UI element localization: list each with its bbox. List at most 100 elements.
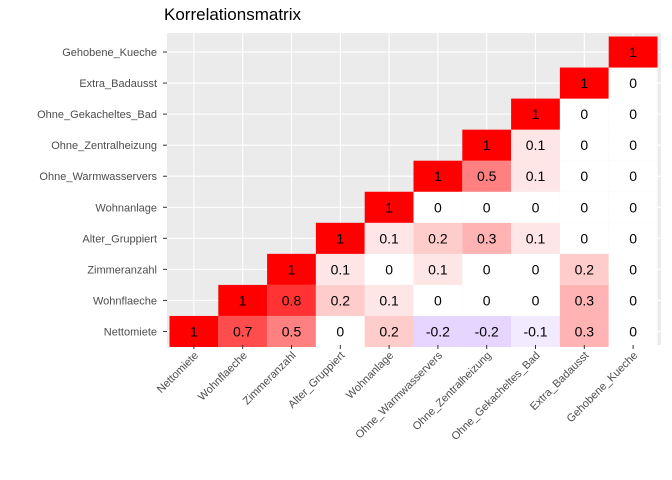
heatmap-cell: 1 xyxy=(559,67,609,99)
cell-fill xyxy=(413,253,463,285)
cell-value-label: 0 xyxy=(434,199,442,215)
y-axis-ticks: Nettomiete Wohnflaeche Zimmeranzahl Alter_G… xyxy=(37,47,167,338)
cell-value-label: 0.1 xyxy=(526,230,546,246)
cell-fill xyxy=(511,253,560,285)
cell-fill xyxy=(559,98,609,130)
cell-fill xyxy=(413,222,463,254)
cell-fill xyxy=(511,160,560,192)
heatmap-cell: 0 xyxy=(608,315,658,347)
y-tick-label: Nettomiete xyxy=(104,326,157,338)
heatmap-cell: 0 xyxy=(462,253,512,285)
heatmap-cell: 1 xyxy=(608,36,658,68)
heatmap-cell: 0 xyxy=(462,191,512,223)
cell-fill xyxy=(267,315,316,347)
x-axis-ticks: NettomieteWohnflaecheZimmeranzahlAlter_G… xyxy=(155,345,640,443)
cell-value-label: -0.2 xyxy=(426,323,450,339)
heatmap-cell: 0 xyxy=(559,129,609,161)
heatmap-cell: 0.2 xyxy=(413,222,463,254)
cell-fill xyxy=(462,315,512,347)
y-tick-label: Ohne_Zentralheizung xyxy=(51,140,157,152)
cell-fill xyxy=(267,253,316,285)
cell-fill xyxy=(559,315,609,347)
heatmap-cell: 0.2 xyxy=(364,315,414,347)
cell-fill xyxy=(364,222,414,254)
heatmap-cell: 1 xyxy=(315,222,365,254)
cell-value-label: 1 xyxy=(532,106,540,122)
heatmap-cell: 0 xyxy=(413,191,463,223)
heatmap-cell: 0 xyxy=(608,129,658,161)
heatmap-cell: 0 xyxy=(511,253,560,285)
heatmap-cell: 0 xyxy=(608,222,658,254)
cell-fill xyxy=(364,315,414,347)
heatmap-cell: 1 xyxy=(462,129,512,161)
cell-fill xyxy=(462,160,512,192)
heatmap-cell: 0.3 xyxy=(559,284,609,316)
cell-value-label: 0 xyxy=(483,292,491,308)
cell-value-label: 0.1 xyxy=(526,168,546,184)
chart-title: Korrelationsmatrix xyxy=(164,5,301,24)
y-tick-label: Wohnanlage xyxy=(95,202,157,214)
heatmap-cell: 0 xyxy=(608,253,658,285)
cell-value-label: 0 xyxy=(580,137,588,153)
cell-fill xyxy=(608,191,658,223)
cell-fill xyxy=(608,284,658,316)
cell-value-label: 1 xyxy=(239,292,247,308)
heatmap-cell: 0 xyxy=(559,98,609,130)
cell-value-label: 0 xyxy=(336,323,344,339)
y-tick-label: Ohne_Gekacheltes_Bad xyxy=(37,109,157,121)
cell-value-label: 0.2 xyxy=(428,230,448,246)
cell-value-label: 0 xyxy=(385,261,393,277)
cell-value-label: -0.1 xyxy=(523,323,547,339)
cell-value-label: 1 xyxy=(385,199,393,215)
cell-value-label: 1 xyxy=(483,137,491,153)
y-tick-label: Zimmeranzahl xyxy=(87,264,157,276)
cell-value-label: 0.5 xyxy=(477,168,497,184)
cell-value-label: 0 xyxy=(580,168,588,184)
heatmap-cell: 1 xyxy=(169,315,219,347)
cell-fill xyxy=(218,284,268,316)
heatmap-cell: 0.2 xyxy=(559,253,609,285)
x-tick-label: Ohne_Gekacheltes_Bad xyxy=(449,350,542,443)
heatmap-cell: 0.3 xyxy=(559,315,609,347)
cell-fill xyxy=(315,315,365,347)
heatmap-cell: 1 xyxy=(364,191,414,223)
heatmap-cell: 0 xyxy=(462,284,512,316)
heatmap-cell: -0.2 xyxy=(462,315,512,347)
cell-value-label: 0.2 xyxy=(331,292,351,308)
cell-value-label: 0 xyxy=(629,261,637,277)
cell-value-label: 1 xyxy=(288,261,296,277)
cell-fill xyxy=(511,222,560,254)
cell-fill xyxy=(462,284,512,316)
heatmap-cell: 0.2 xyxy=(315,284,365,316)
cell-value-label: 0.8 xyxy=(282,292,302,308)
cell-value-label: 0.1 xyxy=(379,230,399,246)
cell-value-label: 0.2 xyxy=(575,261,595,277)
heatmap-cell: 0.7 xyxy=(218,315,268,347)
cell-value-label: 0.3 xyxy=(477,230,497,246)
heatmap-cell: 0 xyxy=(413,284,463,316)
cell-fill xyxy=(608,253,658,285)
heatmap-cell: 0.1 xyxy=(413,253,463,285)
cell-fill xyxy=(511,191,560,223)
heatmap-cell: 0.8 xyxy=(267,284,316,316)
heatmap-cell: 1 xyxy=(413,160,463,192)
heatmap-cell: 0.5 xyxy=(462,160,512,192)
cell-fill xyxy=(413,191,463,223)
cell-fill xyxy=(511,315,560,347)
cell-value-label: 0 xyxy=(580,199,588,215)
cell-value-label: 0 xyxy=(580,106,588,122)
cell-fill xyxy=(608,36,658,68)
cell-value-label: 0 xyxy=(532,261,540,277)
cell-fill xyxy=(462,222,512,254)
heatmap-cell: 0.1 xyxy=(511,160,560,192)
cell-value-label: 1 xyxy=(629,44,637,60)
heatmap-cell: 0 xyxy=(511,191,560,223)
cell-fill xyxy=(559,253,609,285)
y-tick-label: Alter_Gruppiert xyxy=(82,233,157,245)
cell-fill xyxy=(364,191,414,223)
heatmap-cell: 0 xyxy=(511,284,560,316)
cell-fill xyxy=(169,315,219,347)
cell-value-label: 0 xyxy=(532,199,540,215)
cell-value-label: 0.5 xyxy=(282,323,302,339)
heatmap-cell: 1 xyxy=(267,253,316,285)
